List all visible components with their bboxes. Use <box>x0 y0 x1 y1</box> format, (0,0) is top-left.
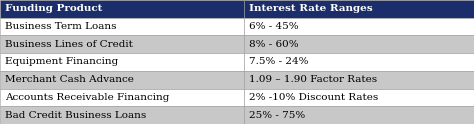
Text: 25% - 75%: 25% - 75% <box>249 111 305 120</box>
Bar <box>244 106 474 124</box>
Text: Merchant Cash Advance: Merchant Cash Advance <box>5 75 134 84</box>
Text: 7.5% - 24%: 7.5% - 24% <box>249 58 309 66</box>
Text: 1.09 – 1.90 Factor Rates: 1.09 – 1.90 Factor Rates <box>249 75 377 84</box>
Text: Accounts Receivable Financing: Accounts Receivable Financing <box>5 93 169 102</box>
Bar <box>0 0 244 18</box>
Bar <box>244 18 474 35</box>
Bar <box>0 35 244 53</box>
Bar <box>0 71 244 89</box>
Bar <box>0 53 244 71</box>
Bar <box>0 18 244 35</box>
Text: 2% -10% Discount Rates: 2% -10% Discount Rates <box>249 93 378 102</box>
Text: Funding Product: Funding Product <box>5 4 102 13</box>
Text: Equipment Financing: Equipment Financing <box>5 58 118 66</box>
Bar <box>244 71 474 89</box>
Bar <box>244 53 474 71</box>
Bar <box>0 89 244 106</box>
Bar <box>244 35 474 53</box>
Text: Business Term Loans: Business Term Loans <box>5 22 116 31</box>
Text: Bad Credit Business Loans: Bad Credit Business Loans <box>5 111 146 120</box>
Text: Interest Rate Ranges: Interest Rate Ranges <box>249 4 373 13</box>
Text: Business Lines of Credit: Business Lines of Credit <box>5 40 133 49</box>
Text: 6% - 45%: 6% - 45% <box>249 22 299 31</box>
Text: 8% - 60%: 8% - 60% <box>249 40 299 49</box>
Bar <box>0 106 244 124</box>
Bar <box>244 0 474 18</box>
Bar <box>244 89 474 106</box>
